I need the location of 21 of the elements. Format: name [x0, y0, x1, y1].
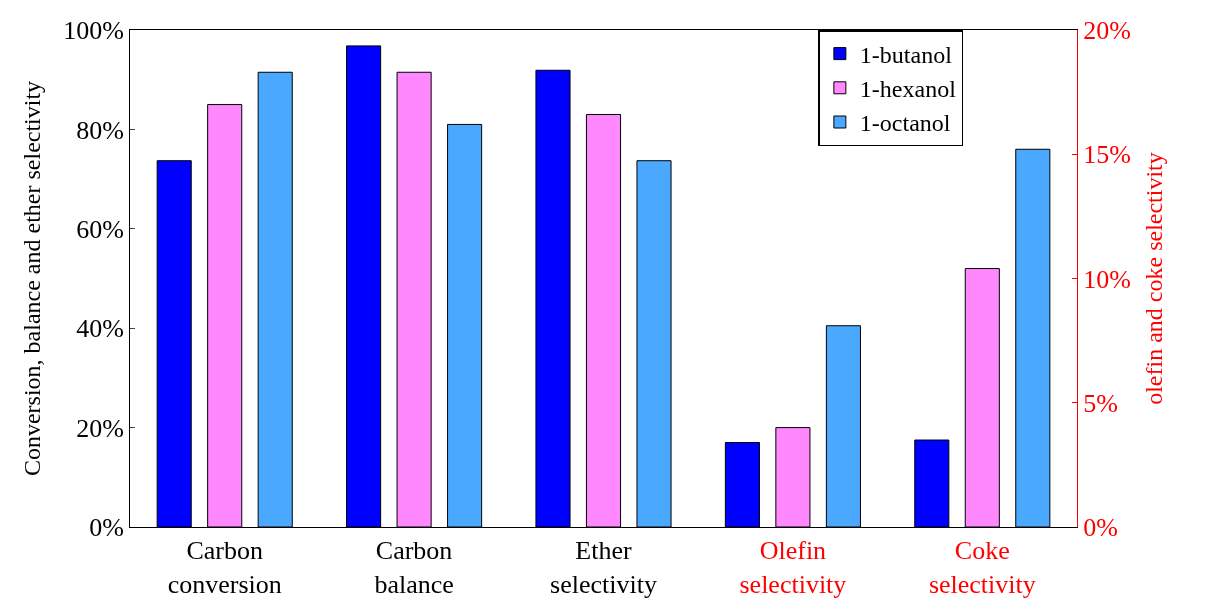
legend-label: 1-butanol: [859, 41, 953, 68]
y2-tick-label: 20%: [1083, 16, 1131, 46]
x-tick-label: Carbon balance: [374, 536, 454, 599]
y-tick-label: 0%: [89, 513, 124, 543]
x-tick-label: Carbon conversion: [167, 536, 282, 599]
legend-label: 1-octanol: [859, 110, 951, 137]
x-tick-label: Ether selectivity: [550, 536, 657, 599]
y2-tick-label: 15%: [1083, 140, 1131, 170]
y2-tick-label: 5%: [1083, 388, 1118, 418]
legend-label: 1-hexanol: [859, 76, 957, 103]
y-tick-label: 60%: [76, 214, 124, 244]
x-tick-label: Coke selectivity: [928, 536, 1036, 599]
y-tick-label: 80%: [76, 115, 124, 145]
y-tick-label: 100%: [63, 16, 124, 46]
y-axis-title: Conversion, balance and ether selectivity: [19, 80, 46, 477]
y2-tick-label: 0%: [1083, 513, 1118, 543]
y-tick-label: 20%: [76, 413, 124, 443]
y2-axis-title: olefin and coke selectivity: [1141, 152, 1168, 405]
y-tick-label: 40%: [76, 314, 124, 344]
y2-tick-label: 10%: [1083, 264, 1131, 294]
x-tick-label: Olefin selectivity: [739, 536, 847, 599]
